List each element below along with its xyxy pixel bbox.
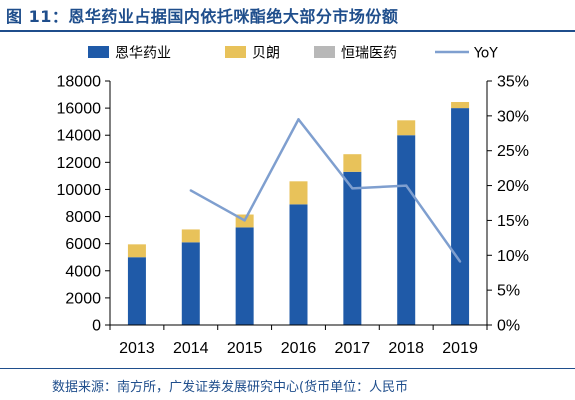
plot-area xyxy=(127,102,470,325)
bar-enhua-2014 xyxy=(181,242,200,325)
yoy-point-2016 xyxy=(297,118,300,121)
y-left-tick-label: 0 xyxy=(92,318,101,335)
y-left-tick-label: 4000 xyxy=(65,263,101,280)
y-left-tick-label: 6000 xyxy=(65,236,101,253)
y-left-tick-label: 10000 xyxy=(57,182,102,199)
bar-braun-2014 xyxy=(181,229,200,243)
bar-enhua-2018 xyxy=(397,135,416,325)
bar-braun-2018 xyxy=(397,120,416,136)
bar-enhua-2013 xyxy=(127,257,146,325)
x-tick-label-2019: 2019 xyxy=(442,340,478,357)
y-left-tick-label: 14000 xyxy=(57,128,102,145)
x-tick-label-2017: 2017 xyxy=(335,340,371,357)
y-left-tick-label: 2000 xyxy=(65,290,101,307)
y-left-tick-label: 8000 xyxy=(65,209,101,226)
legend-yoy-label: YoY xyxy=(473,46,498,62)
y-left-tick-label: 12000 xyxy=(57,155,102,172)
figure-title-bar: 图 11：恩华药业占据国内依托咪酯绝大部分市场份额 xyxy=(0,0,575,32)
legend-hengrui-label: 恒瑞医药 xyxy=(341,46,397,62)
legend-enhua-swatch xyxy=(88,46,109,58)
x-tick-label-2015: 2015 xyxy=(227,340,263,357)
y-right-tick-label: 10% xyxy=(497,248,529,265)
yoy-point-2018 xyxy=(405,184,408,187)
legend-enhua-label: 恩华药业 xyxy=(115,46,171,62)
source-divider xyxy=(0,368,575,369)
bar-braun-2017 xyxy=(343,154,362,172)
y-left-tick-label: 16000 xyxy=(57,101,102,118)
source-note: 数据来源：南方所，广发证券发展研究中心(货币单位：人民币 xyxy=(52,380,409,395)
y-right-tick-label: 30% xyxy=(497,108,529,125)
chart: 恩华药业 贝朗 恒瑞医药 YoY 0 2000 4000 6000 8000 10000 1200… xyxy=(57,46,530,358)
figure-title: 图 11：恩华药业占据国内依托咪酯绝大部分市场份额 xyxy=(6,7,399,26)
x-tick-label-2018: 2018 xyxy=(388,340,424,357)
y-right-tick-label: 0% xyxy=(497,318,520,335)
bar-enhua-2016 xyxy=(289,204,308,325)
y-right-tick-label: 15% xyxy=(497,213,529,230)
y-right-tick-label: 35% xyxy=(497,74,529,91)
y-right-tick-label: 25% xyxy=(497,143,529,160)
legend: 恩华药业 贝朗 恒瑞医药 YoY xyxy=(88,46,498,62)
yoy-line xyxy=(190,118,462,263)
bar-enhua-2019 xyxy=(451,108,470,325)
title-divider xyxy=(0,30,575,32)
legend-braun-swatch xyxy=(225,46,246,58)
yoy-point-2015 xyxy=(243,219,246,222)
bar-enhua-2015 xyxy=(235,227,254,325)
legend-hengrui-swatch xyxy=(314,46,335,58)
y-right-tick-label: 20% xyxy=(497,178,529,195)
bar-enhua-2017 xyxy=(343,171,362,325)
yoy-point-2019 xyxy=(458,260,462,263)
axes: 0 2000 4000 6000 8000 10000 12000 14000 16000 180… xyxy=(57,74,530,358)
legend-braun-label: 贝朗 xyxy=(252,46,280,62)
y-left-tick-label: 18000 xyxy=(57,74,102,91)
bar-braun-2016 xyxy=(289,181,308,205)
bar-braun-2013 xyxy=(127,244,146,258)
x-tick-label-2013: 2013 xyxy=(119,340,155,357)
y-right-tick-label: 5% xyxy=(497,283,520,300)
x-tick-label-2016: 2016 xyxy=(281,340,317,357)
x-tick-label-2014: 2014 xyxy=(173,340,209,357)
yoy-point-2014 xyxy=(189,189,192,192)
yoy-point-2017 xyxy=(351,187,354,190)
bar-braun-2019 xyxy=(451,102,470,109)
